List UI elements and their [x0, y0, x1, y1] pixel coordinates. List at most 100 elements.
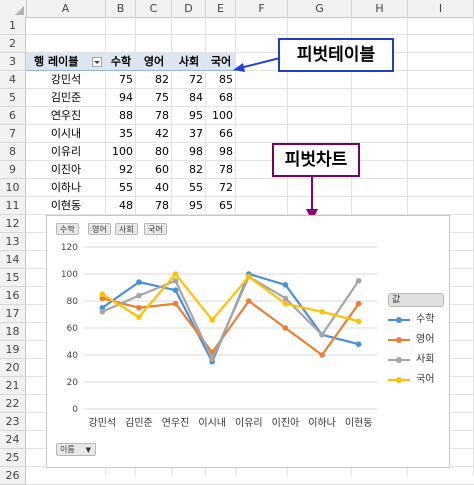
data-point[interactable]	[136, 279, 142, 285]
data-point[interactable]	[246, 273, 252, 280]
legend-item[interactable]: 국어	[388, 373, 458, 387]
data-point[interactable]	[136, 304, 142, 311]
row-header-7[interactable]: 7	[0, 125, 26, 143]
axis-field-button-name[interactable]: 이름 ▼	[56, 443, 96, 456]
row-header-12[interactable]: 12	[0, 215, 26, 233]
row-header-10[interactable]: 10	[0, 179, 26, 197]
pivot-value-cell[interactable]: 95	[189, 109, 203, 122]
pivot-value-cell[interactable]: 78	[155, 199, 169, 212]
row-header-22[interactable]: 22	[0, 395, 26, 413]
pivot-value-cell[interactable]: 75	[155, 91, 169, 104]
pivot-value-cell[interactable]: 35	[119, 127, 133, 140]
row-header-25[interactable]: 25	[0, 449, 26, 467]
row-header-19[interactable]: 19	[0, 341, 26, 359]
column-header-i[interactable]: I	[408, 0, 474, 17]
legend-values-button[interactable]: 값	[388, 293, 444, 307]
pivot-value-cell[interactable]: 98	[219, 145, 233, 158]
column-header-a[interactable]: A	[26, 0, 106, 17]
pivot-row-label[interactable]: 이시내	[50, 127, 82, 140]
data-point[interactable]	[319, 331, 325, 338]
row-header-2[interactable]: 2	[0, 35, 26, 53]
pivot-value-cell[interactable]: 98	[189, 145, 203, 158]
series-line[interactable]	[101, 275, 360, 362]
row-header-11[interactable]: 11	[0, 197, 26, 215]
legend-item[interactable]: 수학	[388, 313, 458, 327]
data-point[interactable]	[282, 282, 289, 288]
pivot-col-header[interactable]: 사회	[172, 53, 206, 71]
pivot-value-cell[interactable]: 94	[119, 91, 133, 104]
pivot-row-header[interactable]: 행 레이블	[26, 53, 106, 71]
row-header-17[interactable]: 17	[0, 305, 26, 323]
data-point[interactable]	[355, 300, 362, 307]
pivot-value-cell[interactable]: 72	[189, 73, 203, 86]
pivot-row-label[interactable]: 강민석	[50, 73, 82, 86]
pivot-col-header[interactable]: 수학	[106, 53, 136, 71]
column-header-h[interactable]: H	[352, 0, 408, 17]
pivot-value-cell[interactable]: 66	[219, 127, 233, 140]
data-point[interactable]	[282, 295, 289, 302]
row-header-18[interactable]: 18	[0, 323, 26, 341]
column-header-b[interactable]: B	[106, 0, 136, 17]
column-header-g[interactable]: G	[288, 0, 352, 17]
row-header-26[interactable]: 26	[0, 467, 26, 485]
row-header-5[interactable]: 5	[0, 89, 26, 107]
data-point[interactable]	[99, 291, 106, 298]
data-point[interactable]	[355, 318, 362, 325]
series-line[interactable]	[102, 297, 360, 357]
data-point[interactable]	[172, 300, 179, 307]
pivot-value-cell[interactable]: 75	[119, 73, 133, 86]
row-header-14[interactable]: 14	[0, 251, 26, 269]
pivot-row-label[interactable]: 김민준	[50, 91, 82, 104]
pivot-value-cell[interactable]: 55	[189, 181, 203, 194]
pivot-value-cell[interactable]: 78	[155, 109, 169, 122]
pivot-value-cell[interactable]: 37	[189, 127, 203, 140]
column-header-e[interactable]: E	[206, 0, 236, 17]
row-header-4[interactable]: 4	[0, 71, 26, 89]
row-header-3[interactable]: 3	[0, 53, 26, 71]
data-point[interactable]	[136, 314, 142, 320]
pivot-row-label[interactable]: 이유리	[50, 145, 82, 158]
pivot-value-cell[interactable]: 55	[119, 181, 133, 194]
row-header-13[interactable]: 13	[0, 233, 26, 251]
data-point[interactable]	[209, 356, 215, 362]
data-point[interactable]	[136, 292, 142, 299]
pivot-row-label[interactable]: 연우진	[50, 109, 82, 122]
row-header-16[interactable]: 16	[0, 287, 26, 305]
row-header-15[interactable]: 15	[0, 269, 26, 287]
row-header-20[interactable]: 20	[0, 359, 26, 377]
pivot-value-cell[interactable]: 100	[212, 109, 233, 122]
data-point[interactable]	[319, 352, 325, 358]
pivot-value-cell[interactable]: 42	[155, 127, 169, 140]
data-point[interactable]	[282, 325, 289, 331]
data-point[interactable]	[319, 309, 325, 315]
data-point[interactable]	[355, 341, 362, 347]
value-field-button[interactable]: 국어	[144, 223, 167, 235]
legend-item[interactable]: 사회	[388, 353, 458, 367]
column-header-c[interactable]: C	[136, 0, 172, 17]
select-all-corner[interactable]	[0, 0, 27, 17]
data-point[interactable]	[355, 277, 362, 284]
row-header-23[interactable]: 23	[0, 413, 26, 431]
row-header-9[interactable]: 9	[0, 161, 26, 179]
data-point[interactable]	[246, 298, 252, 304]
pivot-value-cell[interactable]: 85	[219, 73, 233, 86]
pivot-value-cell[interactable]: 82	[189, 163, 203, 176]
data-point[interactable]	[209, 317, 215, 323]
series-line[interactable]	[101, 272, 359, 323]
pivot-value-cell[interactable]: 72	[219, 181, 233, 194]
pivot-value-cell[interactable]: 65	[219, 199, 233, 212]
value-field-button[interactable]: 수학	[56, 223, 79, 235]
pivot-value-cell[interactable]: 82	[155, 73, 169, 86]
pivot-value-cell[interactable]: 60	[155, 163, 169, 176]
row-header-24[interactable]: 24	[0, 431, 26, 449]
pivot-value-cell[interactable]: 68	[219, 91, 233, 104]
pivot-value-cell[interactable]: 48	[119, 199, 133, 212]
pivot-col-header[interactable]: 국어	[206, 53, 236, 71]
data-point[interactable]	[99, 309, 106, 315]
pivot-value-cell[interactable]: 84	[189, 91, 203, 104]
pivot-chart[interactable]: 0 20 40 60 80 100 120 강민석 김민준 연우진 이시내 이유리 이진아 이하나 이현동	[46, 215, 450, 468]
pivot-value-cell[interactable]: 88	[119, 109, 133, 122]
pivot-row-label[interactable]: 이하나	[50, 181, 82, 194]
data-point[interactable]	[282, 300, 289, 307]
row-header-8[interactable]: 8	[0, 143, 26, 161]
